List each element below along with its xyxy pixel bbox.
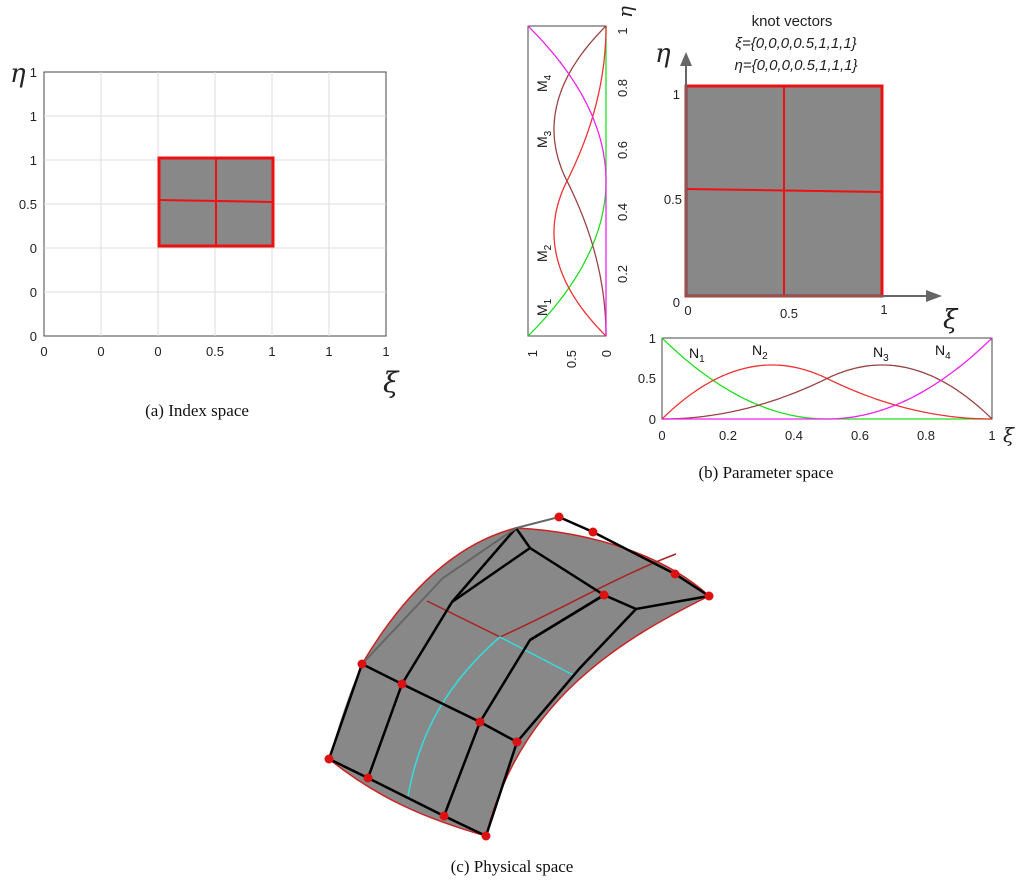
control-point xyxy=(704,591,714,601)
m-plot-value-tick: 0 xyxy=(599,350,614,357)
n-plot-x-tick: 0 xyxy=(658,428,665,443)
index-y-tick: 0 xyxy=(30,285,37,300)
control-point xyxy=(475,717,485,727)
index-y-axis-symbol: η xyxy=(10,59,26,89)
m-plot-eta-tick: 0.4 xyxy=(615,203,630,221)
basis-label-n2: N2 xyxy=(752,342,768,362)
index-y-tick: 1 xyxy=(30,109,37,124)
basis-label-n1: N1 xyxy=(689,345,705,365)
index-knot-line-horizontal xyxy=(158,199,274,203)
control-point xyxy=(357,659,367,669)
control-points xyxy=(324,512,714,841)
control-net-edge-gray xyxy=(361,516,560,665)
n-plot-x-tick: 1 xyxy=(988,428,995,443)
basis-label-m4: M4 xyxy=(534,74,554,92)
control-net xyxy=(327,515,710,838)
parameter-xi-symbol: ξ xyxy=(943,305,959,335)
domain-x-tick: 1 xyxy=(880,302,887,317)
m-plot-eta-tick: 0.8 xyxy=(615,79,630,97)
m-plot-eta-tick: 1 xyxy=(615,27,630,34)
xi-arrowhead xyxy=(926,290,942,302)
control-point xyxy=(363,773,373,783)
index-x-tick: 0 xyxy=(40,344,47,359)
index-x-tick: 1 xyxy=(382,344,389,359)
basis-curve-n4 xyxy=(662,337,993,420)
physical-caption: (c) Physical space xyxy=(451,857,574,876)
basis-label-m1: M1 xyxy=(534,298,554,316)
basis-label-m2: M2 xyxy=(534,244,554,262)
m-plot-value-tick: 1 xyxy=(525,350,540,357)
parameter-knot-line-horizontal xyxy=(685,188,883,193)
iso-curve-cyan xyxy=(407,636,576,797)
basis-curve-m3 xyxy=(553,25,607,336)
index-y-tick: 0 xyxy=(30,241,37,256)
control-point xyxy=(554,512,564,522)
surface-boundary-bottom xyxy=(328,758,487,837)
basis-label-n3: N3 xyxy=(873,344,889,364)
physical-surface xyxy=(329,528,709,836)
index-y-tick: 1 xyxy=(30,153,37,168)
index-y-tick: 1 xyxy=(30,65,37,80)
domain-y-tick: 0 xyxy=(673,295,680,310)
n-plot-y-tick: 0 xyxy=(649,412,656,427)
index-caption: (a) Index space xyxy=(145,401,249,420)
basis-label-m3: M3 xyxy=(534,130,554,148)
n-plot-xi-symbol: ξ xyxy=(1003,423,1015,447)
m-plot-eta-tick: 0.2 xyxy=(615,265,630,283)
parameter-eta-symbol: η xyxy=(655,39,671,69)
index-x-tick: 0.5 xyxy=(206,344,224,359)
control-point xyxy=(324,754,334,764)
index-y-tick: 0.5 xyxy=(19,197,37,212)
n-plot-y-tick: 0.5 xyxy=(638,371,656,386)
basis-label-n4: N4 xyxy=(935,342,951,362)
eta-arrowhead xyxy=(680,52,692,66)
domain-x-tick: 0.5 xyxy=(780,306,798,321)
basis-curve-n3 xyxy=(662,364,993,420)
panel-physical-space: (c) Physical space xyxy=(324,512,714,876)
control-point xyxy=(588,527,598,537)
control-point xyxy=(397,679,407,689)
knot-vector-eta: η={0,0,0,0.5,1,1,1} xyxy=(734,57,857,74)
control-point xyxy=(599,590,609,600)
control-point xyxy=(512,737,522,747)
index-x-tick: 0 xyxy=(154,344,161,359)
m-plot-value-tick: 0.5 xyxy=(564,350,579,368)
domain-y-tick: 1 xyxy=(673,87,680,102)
index-x-tick: 1 xyxy=(325,344,332,359)
domain-y-tick: 0.5 xyxy=(664,192,682,207)
control-point xyxy=(481,831,491,841)
m-plot-eta-tick: 0.6 xyxy=(615,141,630,159)
n-plot-x-tick: 0.6 xyxy=(851,428,869,443)
control-point xyxy=(439,811,449,821)
panel-parameter-space: knot vectors ξ={0,0,0,0.5,1,1,1} η={0,0,… xyxy=(525,6,1015,482)
n-plot-x-tick: 0.8 xyxy=(917,428,935,443)
n-plot-x-tick: 0.4 xyxy=(785,428,803,443)
index-gridlines xyxy=(44,72,386,336)
n-plot-y-tick: 1 xyxy=(649,331,656,346)
control-point xyxy=(670,569,680,579)
domain-x-tick: 0 xyxy=(684,303,691,318)
basis-curve-m4 xyxy=(527,25,607,336)
n-plot-x-tick: 0.2 xyxy=(719,428,737,443)
index-x-tick: 1 xyxy=(268,344,275,359)
index-x-axis-symbol: ξ xyxy=(383,366,400,399)
knot-vector-xi: ξ={0,0,0,0.5,1,1,1} xyxy=(735,35,856,52)
index-x-tick: 0 xyxy=(97,344,104,359)
m-plot-eta-symbol: η xyxy=(613,6,637,18)
index-y-tick: 0 xyxy=(30,329,37,344)
knot-vectors-title: knot vectors xyxy=(752,13,833,30)
parameter-caption: (b) Parameter space xyxy=(699,463,834,482)
panel-index-space: 0 0 0 0.5 1 1 1 1 1 1 0.5 0 0 0 η ξ (a) … xyxy=(10,59,400,420)
